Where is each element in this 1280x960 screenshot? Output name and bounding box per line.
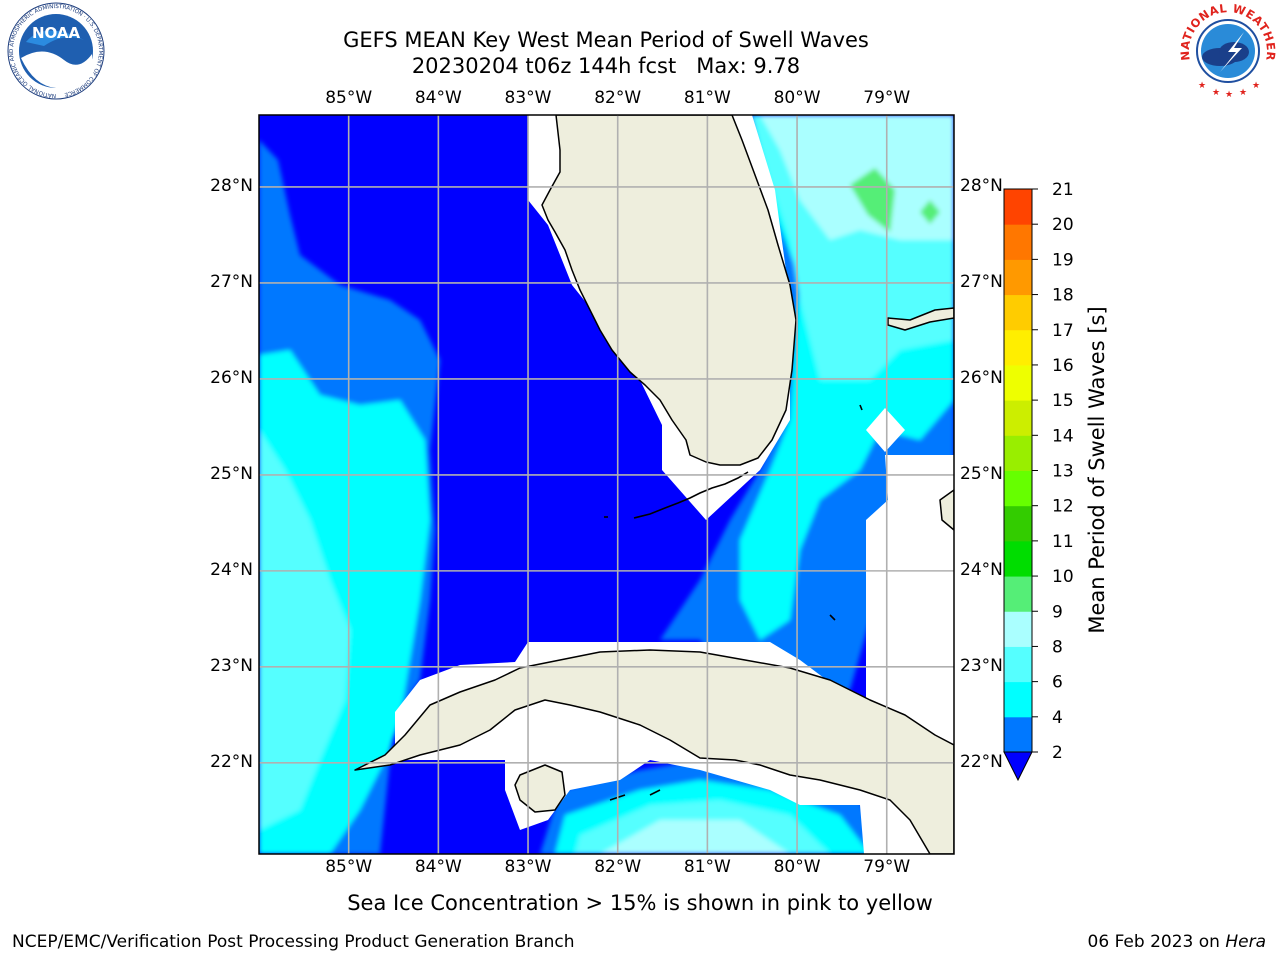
lat-tick-label-right: 28°N xyxy=(960,175,1003,196)
colorbar-segment xyxy=(1004,716,1032,753)
lon-tick-label-bottom: 81°W xyxy=(683,857,731,877)
colorbar-tick-label: 17 xyxy=(1052,321,1074,341)
florida-keys xyxy=(604,404,863,801)
noaa-logo: NOAA NATIONAL OCEANIC AND ATMOSPHERIC AD… xyxy=(7,2,105,100)
footer-date-text: 06 Feb 2023 on xyxy=(1087,932,1226,952)
map-frame xyxy=(258,114,955,855)
colorbar-label: Mean Period of Swell Waves [s] xyxy=(1085,306,1109,634)
chart-subtitle: 20230204 t06z 144h fcst Max: 9.78 xyxy=(411,54,801,78)
colorbar-tick-label: 21 xyxy=(1052,180,1074,200)
colorbar-segment xyxy=(1004,470,1032,507)
colorbar-tick-label: 9 xyxy=(1052,602,1063,622)
lat-tick-label-right: 23°N xyxy=(960,655,1003,676)
svg-text:★: ★ xyxy=(1198,81,1206,91)
lon-tick-label-bottom: 84°W xyxy=(414,857,462,877)
lat-tick-label-right: 27°N xyxy=(960,271,1003,292)
colorbar-segment xyxy=(1004,540,1032,577)
colorbar-segment xyxy=(1004,329,1032,366)
lon-tick-label-top: 81°W xyxy=(683,88,731,108)
florida-peninsula xyxy=(541,115,797,466)
colorbar-segment xyxy=(1004,681,1032,718)
colorbar-segment xyxy=(1004,611,1032,647)
colorbar-tick-label: 16 xyxy=(1052,356,1074,376)
chart-title: GEFS MEAN Key West Mean Period of Swell … xyxy=(343,28,869,52)
svg-text:★: ★ xyxy=(1239,88,1247,98)
footer-date: 06 Feb 2023 on Hera xyxy=(1088,932,1266,952)
colorbar-tick-label: 4 xyxy=(1052,708,1063,728)
lat-tick-label-right: 24°N xyxy=(960,559,1003,580)
colorbar: 2 4 6 8 9 10 11 12 13 14 15 16 17 18 19 20 21 xyxy=(1003,180,1074,782)
colorbar-tick-label: 10 xyxy=(1052,567,1074,587)
contour-band-east-10s xyxy=(850,168,895,232)
lon-tick-label-top: 79°W xyxy=(863,88,911,108)
colorbar-tick-label: 19 xyxy=(1052,250,1074,270)
colorbar-segment xyxy=(1004,294,1032,331)
colorbar-tick-label: 8 xyxy=(1052,637,1063,657)
colorbar-tick-label: 20 xyxy=(1052,215,1074,235)
lon-tick-label-bottom: 85°W xyxy=(325,857,373,877)
lat-tick-label-left: 23°N xyxy=(210,655,253,676)
lat-tick-label-left: 24°N xyxy=(210,559,253,580)
lon-tick-label-bottom: 83°W xyxy=(504,857,552,877)
colorbar-segment xyxy=(1004,505,1032,542)
lon-tick-label-top: 84°W xyxy=(414,88,462,108)
svg-text:★: ★ xyxy=(1212,88,1220,98)
lon-tick-label-top: 85°W xyxy=(325,88,373,108)
lon-tick-label-top: 82°W xyxy=(594,88,642,108)
contour-band-east-10s-b xyxy=(920,200,940,224)
bahamas-andros xyxy=(939,489,954,531)
lon-tick-label-top: 83°W xyxy=(504,88,552,108)
map-grid xyxy=(259,115,954,854)
sea-ice-footnote: Sea Ice Concentration > 15% is shown in … xyxy=(347,891,933,915)
contour-band-west-8s xyxy=(259,430,350,830)
lat-tick-label-right: 25°N xyxy=(960,463,1003,484)
footer-host: Hera xyxy=(1225,932,1266,952)
colorbar-extend-min xyxy=(1003,751,1033,782)
lat-tick-label-right: 26°N xyxy=(960,367,1003,388)
footer-credit: NCEP/EMC/Verification Post Processing Pr… xyxy=(12,932,575,952)
colorbar-segment xyxy=(1004,435,1032,471)
lat-tick-label-left: 25°N xyxy=(210,463,253,484)
lat-tick-label-left: 22°N xyxy=(210,751,253,772)
lat-tick-label-left: 27°N xyxy=(210,271,253,292)
contour-band-south-9s xyxy=(600,820,790,854)
colorbar-tick-label: 12 xyxy=(1052,497,1074,517)
lon-tick-label-bottom: 79°W xyxy=(863,857,911,877)
colorbar-segment xyxy=(1004,189,1032,225)
colorbar-tick-label: 14 xyxy=(1052,426,1074,446)
lon-tick-label-top: 80°W xyxy=(773,88,821,108)
colorbar-segment xyxy=(1004,259,1032,296)
colorbar-segment xyxy=(1004,224,1032,260)
noaa-logo-text: NOAA xyxy=(32,24,81,42)
svg-text:★: ★ xyxy=(1252,81,1260,91)
lat-tick-label-right: 22°N xyxy=(960,751,1003,772)
colorbar-segment xyxy=(1004,646,1032,683)
lat-tick-label-left: 28°N xyxy=(210,175,253,196)
colorbar-segment xyxy=(1004,364,1032,401)
lon-tick-label-bottom: 80°W xyxy=(773,857,821,877)
cuba xyxy=(354,649,954,854)
nws-logo: NATIONAL WEATHER SERVICE ★★★★★ xyxy=(1178,2,1278,100)
colorbar-tick-label: 2 xyxy=(1052,743,1063,763)
colorbar-tick-label: 6 xyxy=(1052,673,1063,693)
svg-text:★: ★ xyxy=(1225,90,1233,100)
colorbar-segment xyxy=(1004,400,1032,436)
colorbar-tick-label: 11 xyxy=(1052,532,1074,552)
contour-band-east-9s xyxy=(760,115,954,240)
colorbar-segment xyxy=(1004,576,1032,612)
colorbar-tick-label: 18 xyxy=(1052,286,1074,306)
lon-tick-label-bottom: 82°W xyxy=(594,857,642,877)
colorbar-tick-label: 15 xyxy=(1052,391,1074,411)
bahamas-grand-bahama xyxy=(887,307,954,331)
colorbar-tick-label: 13 xyxy=(1052,462,1074,482)
lat-tick-label-left: 26°N xyxy=(210,367,253,388)
